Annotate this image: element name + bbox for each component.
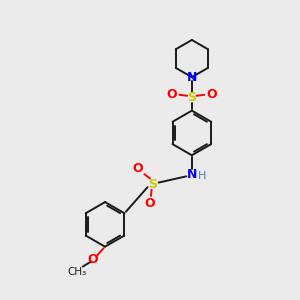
Text: O: O — [206, 88, 217, 101]
Text: O: O — [87, 253, 98, 266]
Text: N: N — [187, 71, 197, 84]
Text: O: O — [132, 162, 143, 175]
Text: S: S — [148, 178, 158, 190]
Text: CH₃: CH₃ — [67, 267, 86, 277]
Text: S: S — [187, 91, 196, 104]
Text: N: N — [187, 168, 197, 181]
Text: O: O — [167, 88, 177, 101]
Text: O: O — [144, 197, 155, 210]
Text: H: H — [198, 171, 206, 181]
